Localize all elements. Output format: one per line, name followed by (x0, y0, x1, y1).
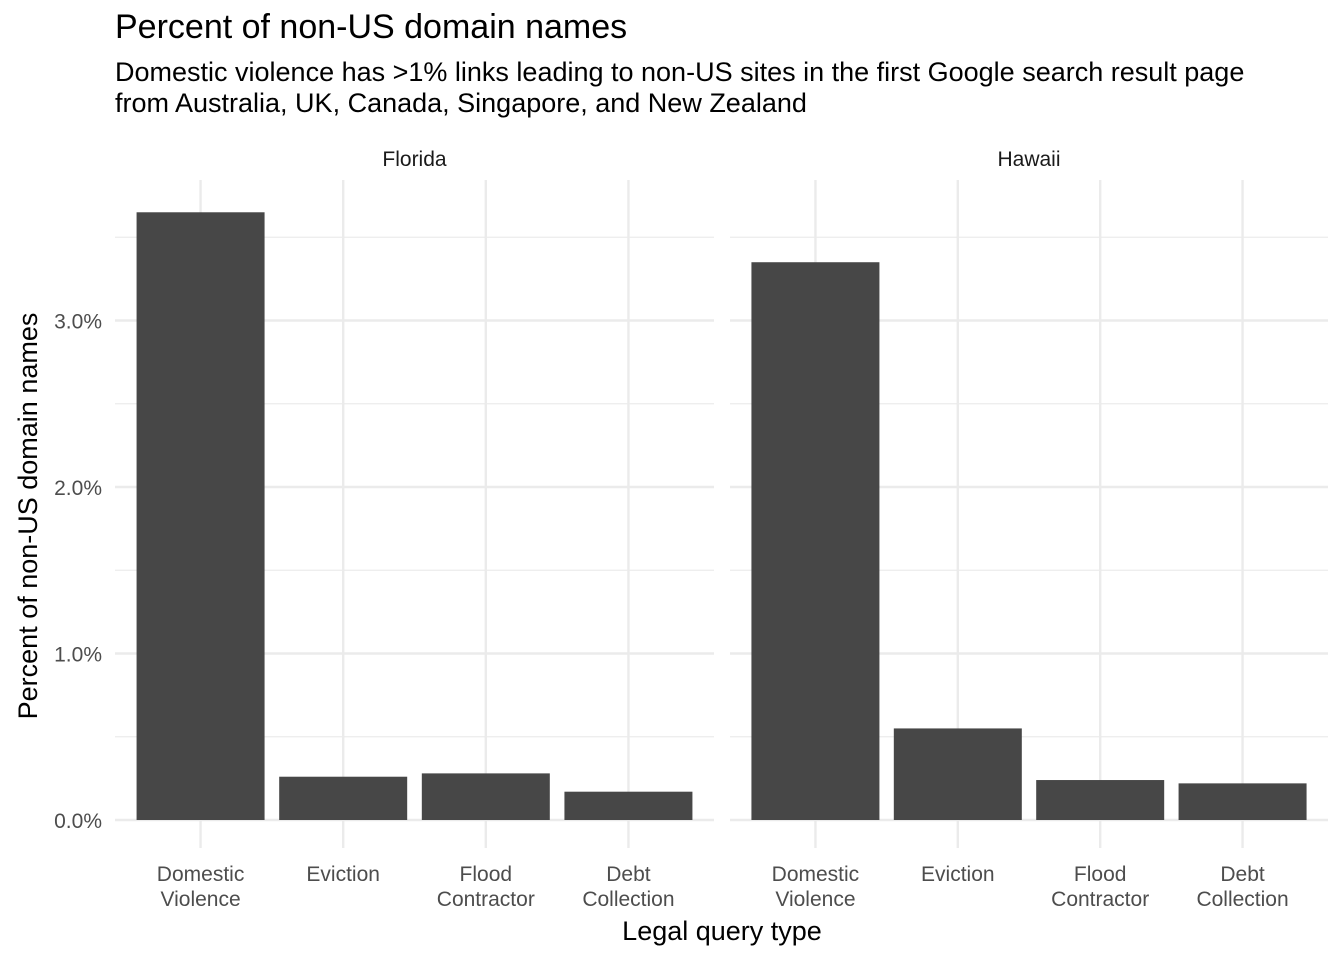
y-tick-label: 1.0% (54, 644, 102, 667)
bar-florida-2 (421, 773, 550, 820)
bar-florida-3 (564, 791, 693, 820)
bar-hawaii-1 (893, 728, 1022, 820)
x-tick-label: Debt Collection (582, 863, 674, 911)
x-tick-label-line: Flood (460, 863, 513, 886)
y-tick-label: 3.0% (54, 311, 102, 334)
x-tick-label-line: Domestic (157, 863, 245, 886)
x-axis-title: Legal query type (622, 916, 822, 946)
y-tick-label: 2.0% (54, 477, 102, 500)
bar-hawaii-3 (1178, 783, 1307, 820)
x-tick-label: Flood Contractor (1051, 863, 1149, 911)
x-tick-label: Eviction (306, 863, 380, 886)
x-tick-label: Eviction (921, 863, 995, 886)
x-tick-label-line: Collection (582, 888, 674, 911)
subtitle-line-1: Domestic violence has >1% links leading … (115, 57, 1245, 87)
chart-subtitle: Domestic violence has >1% links leading … (115, 57, 1244, 119)
x-tick-label-line: Eviction (921, 863, 995, 886)
x-tick-label-line: Violence (775, 888, 855, 911)
bar-hawaii-0 (751, 262, 880, 821)
x-tick-label-line: Contractor (437, 888, 535, 911)
bar-hawaii-2 (1036, 780, 1165, 820)
x-tick-label-line: Domestic (772, 863, 860, 886)
y-axis-title: Percent of non-US domain names (13, 313, 43, 720)
bar-florida-1 (279, 776, 408, 820)
x-tick-label: Domestic Violence (772, 863, 860, 911)
x-tick-label-line: Contractor (1051, 888, 1149, 911)
facet-label-florida: Florida (382, 148, 447, 171)
y-tick-label: 0.0% (54, 810, 102, 833)
subtitle-line-2: from Australia, UK, Canada, Singapore, a… (115, 88, 807, 118)
x-tick-label-line: Violence (160, 888, 240, 911)
x-tick-label: Debt Collection (1196, 863, 1288, 911)
x-tick-label-line: Eviction (306, 863, 380, 886)
facet-label-hawaii: Hawaii (997, 148, 1060, 171)
x-tick-label-line: Collection (1196, 888, 1288, 911)
x-tick-label-line: Debt (606, 863, 651, 886)
chart-title: Percent of non-US domain names (115, 8, 628, 46)
x-tick-label: Domestic Violence (157, 863, 245, 911)
x-tick-label-line: Flood (1074, 863, 1127, 886)
x-tick-label-line: Debt (1220, 863, 1265, 886)
bar-florida-0 (136, 212, 265, 820)
x-tick-label: Flood Contractor (437, 863, 535, 911)
